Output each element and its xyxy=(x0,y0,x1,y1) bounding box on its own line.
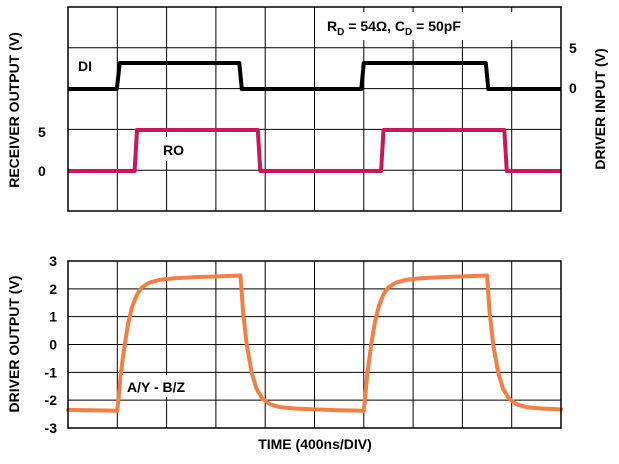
di-tick-5: 5 xyxy=(569,40,577,56)
bottom-y-tick-label: 3 xyxy=(49,253,57,269)
ab-label-box xyxy=(122,375,210,397)
bottom-panel-frame xyxy=(67,260,562,429)
bottom-panel-series xyxy=(66,273,563,413)
bottom-y-tick-label: -1 xyxy=(45,364,58,380)
bottom-y-tick-labels: 3 2 1 0 -1 -2 -3 xyxy=(45,253,58,436)
driver-input-axis-label: DRIVER INPUT (V) xyxy=(592,48,608,169)
bottom-y-tick-label: -2 xyxy=(45,392,58,408)
top-panel-series xyxy=(68,61,561,173)
di-series-label: DI xyxy=(78,58,92,74)
ab-series-label: A/Y - B/Z xyxy=(127,379,186,395)
time-axis-label: TIME (400ns/DIV) xyxy=(258,436,372,452)
bottom-panel-grid xyxy=(68,261,561,428)
conditions-box xyxy=(325,12,515,40)
ro-label-box xyxy=(158,137,196,161)
ro-tick-0: 0 xyxy=(38,163,46,179)
bottom-y-tick-label: 0 xyxy=(49,337,57,353)
receiver-output-axis-label: RECEIVER OUTPUT (V) xyxy=(6,32,22,188)
ro-tick-5: 5 xyxy=(38,124,46,140)
driver-output-axis-label: DRIVER OUTPUT (V) xyxy=(6,276,22,413)
bottom-y-tick-label: -3 xyxy=(45,420,58,436)
bottom-y-tick-label: 1 xyxy=(49,309,57,325)
di-label-box xyxy=(74,55,104,75)
bottom-y-tick-label: 2 xyxy=(49,281,57,297)
di-tick-0: 0 xyxy=(569,80,577,96)
conditions-label: RD = 54Ω, CD = 50pF xyxy=(327,18,461,38)
ro-trace xyxy=(68,128,561,173)
di-trace xyxy=(68,61,561,91)
top-panel-frame xyxy=(67,6,562,212)
differential-output-trace xyxy=(66,273,563,413)
ro-series-label: RO xyxy=(163,142,184,158)
